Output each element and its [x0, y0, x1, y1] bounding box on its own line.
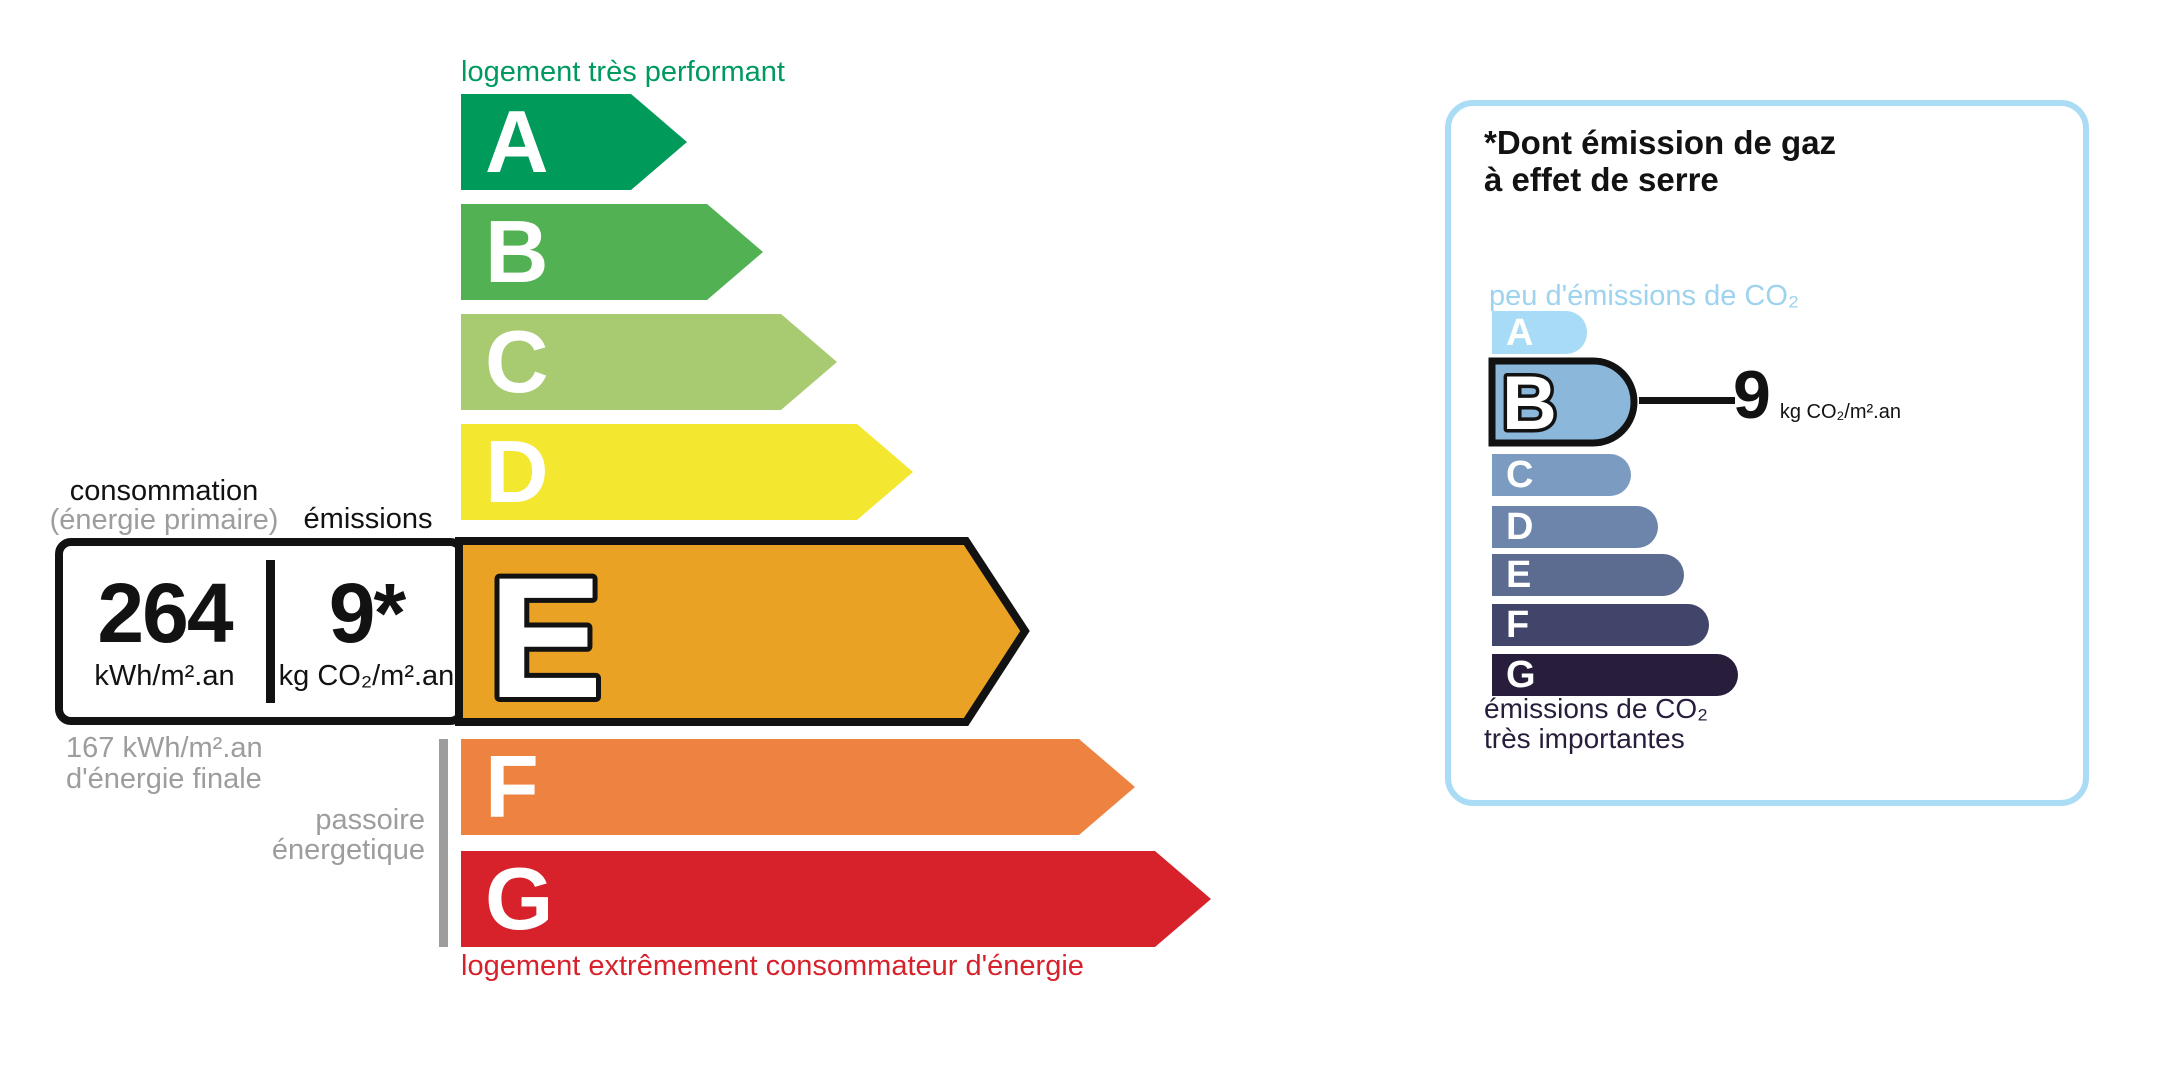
- bottom-performance-label: logement extrêmement consommateur d'éner…: [461, 950, 1084, 982]
- energy-sieve-line2: énergetique: [271, 834, 425, 866]
- energy-grade-arrow-g: G: [461, 851, 1211, 947]
- co2-value: 9: [1733, 357, 1771, 433]
- box-divider: [266, 560, 275, 703]
- energy-sieve-line1: passoire: [315, 804, 425, 836]
- energy-sieve-bracket: [439, 739, 448, 947]
- energy-grade-letter: A: [485, 92, 549, 191]
- co2-grade-bar-a: A: [1492, 311, 1587, 354]
- co2-low-label: peu d'émissions de CO₂: [1489, 280, 1800, 312]
- co2-grade-letter: D: [1506, 506, 1534, 548]
- co2-value-row: 9 kg CO₂/m².an: [1733, 361, 1901, 429]
- energy-grade-arrow-d: D: [461, 424, 913, 520]
- energy-sieve-label: passoire énergetique: [180, 805, 425, 865]
- selected-co2-bar-shape: [1488, 357, 1638, 447]
- co2-panel-title: *Dont émission de gaz à effet de serre: [1484, 124, 1836, 198]
- energy-grade-arrow-a: A: [461, 94, 687, 190]
- energy-grade-arrow-c: C: [461, 314, 837, 410]
- co2-grade-letter: E: [1506, 554, 1532, 596]
- selected-co2-letter: B: [1502, 361, 1557, 446]
- energy-grade-letter: C: [485, 312, 549, 411]
- energy-grade-letter: D: [485, 422, 549, 521]
- co2-value-unit: kg CO₂/m².an: [1779, 401, 1901, 423]
- co2-value-connector-line: [1639, 397, 1735, 404]
- co2-grade-bar-c: C: [1492, 454, 1631, 496]
- selected-energy-letter: E: [488, 542, 603, 726]
- selected-energy-arrow: E: [455, 537, 1030, 726]
- consumption-value-box: 264 kWh/m².an 9* kg CO₂/m².an: [55, 538, 466, 725]
- final-energy-value: 167 kWh/m².an: [66, 732, 263, 764]
- consumption-cell: 264 kWh/m².an: [63, 546, 266, 717]
- co2-grade-letter: G: [1506, 654, 1536, 696]
- co2-panel-title-line2: à effet de serre: [1484, 161, 1719, 198]
- consumption-value: 264: [97, 565, 233, 660]
- co2-grade-bar-d: D: [1492, 506, 1658, 548]
- co2-grade-letter: A: [1506, 311, 1534, 354]
- emissions-value: 9*: [328, 565, 406, 660]
- co2-grade-bar-f: F: [1492, 604, 1709, 646]
- co2-high-label-line2: très importantes: [1484, 723, 1685, 754]
- emissions-header: émissions: [303, 503, 433, 535]
- co2-grade-letter: C: [1506, 454, 1534, 496]
- energy-grade-letter: B: [485, 202, 549, 301]
- selected-energy-arrow-shape: [455, 537, 1030, 726]
- final-energy-caption: d'énergie finale: [66, 763, 262, 795]
- co2-grade-letter: F: [1506, 604, 1530, 646]
- top-performance-label: logement très performant: [461, 56, 785, 88]
- final-energy-note: 167 kWh/m².an d'énergie finale: [66, 733, 263, 795]
- emissions-unit: kg CO₂/m².an: [278, 659, 455, 692]
- co2-high-label-line1: émissions de CO₂: [1484, 693, 1709, 724]
- co2-grade-bar-g: G: [1492, 654, 1738, 696]
- energy-grade-arrow-f: F: [461, 739, 1135, 835]
- energy-grade-letter: G: [485, 849, 554, 948]
- consumption-header: consommation: [69, 475, 259, 507]
- selected-co2-bar: B: [1488, 357, 1638, 447]
- co2-emissions-panel: *Dont émission de gaz à effet de serre p…: [1445, 100, 2089, 806]
- emissions-cell: 9* kg CO₂/m².an: [275, 546, 458, 717]
- co2-grade-bar-e: E: [1492, 554, 1684, 596]
- consumption-unit: kWh/m².an: [94, 659, 235, 692]
- energy-grade-arrow-b: B: [461, 204, 763, 300]
- co2-panel-title-line1: *Dont émission de gaz: [1484, 124, 1837, 161]
- primary-energy-subheader: (énergie primaire): [49, 504, 279, 536]
- co2-high-label: émissions de CO₂ très importantes: [1484, 694, 1708, 754]
- energy-grade-letter: F: [485, 737, 539, 836]
